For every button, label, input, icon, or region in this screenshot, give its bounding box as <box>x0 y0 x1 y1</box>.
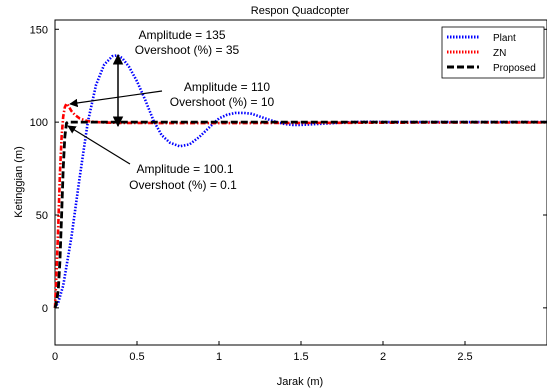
annotation-proposed-overshoot: Overshoot (%) = 0.1 <box>129 178 237 192</box>
y-tick-label: 50 <box>36 210 48 222</box>
x-tick-label: 2.5 <box>457 351 472 363</box>
legend-label-proposed: Proposed <box>493 63 536 74</box>
x-tick-label: 1 <box>216 351 222 363</box>
legend-label-zn: ZN <box>493 48 506 59</box>
series-line-plant <box>53 53 547 309</box>
chart-title: Respon Quadcopter <box>251 5 350 17</box>
y-tick-label: 0 <box>42 303 48 315</box>
series-layer <box>53 53 547 309</box>
y-tick-label: 100 <box>30 117 48 129</box>
annotation-plant-overshoot: Overshoot (%) = 35 <box>135 43 240 57</box>
annotation-zn-overshoot: Overshoot (%) = 10 <box>170 95 275 109</box>
annotation-proposed-amplitude: Amplitude = 100.1 <box>136 162 233 176</box>
x-axis-label: Jarak (m) <box>277 376 323 388</box>
y-axis-label: Ketinggian (m) <box>13 146 25 218</box>
annotation-zn-amplitude: Amplitude = 110 <box>184 80 270 94</box>
x-tick-label: 1.5 <box>293 351 308 363</box>
x-tick-label: 2 <box>380 351 386 363</box>
legend: Plant ZN Proposed <box>441 26 545 79</box>
y-tick-label: 150 <box>30 24 48 36</box>
x-tick-label: 0.5 <box>129 351 144 363</box>
annotation-plant-amplitude: Amplitude = 135 <box>138 28 225 42</box>
x-tick-label: 0 <box>52 351 58 363</box>
tick-layer: 0 0.5 1 1.5 2 2.5 0 50 100 150 <box>30 24 547 363</box>
legend-label-plant: Plant <box>493 33 516 44</box>
proposed-arrow <box>67 125 131 165</box>
zn-arrow <box>69 90 163 108</box>
